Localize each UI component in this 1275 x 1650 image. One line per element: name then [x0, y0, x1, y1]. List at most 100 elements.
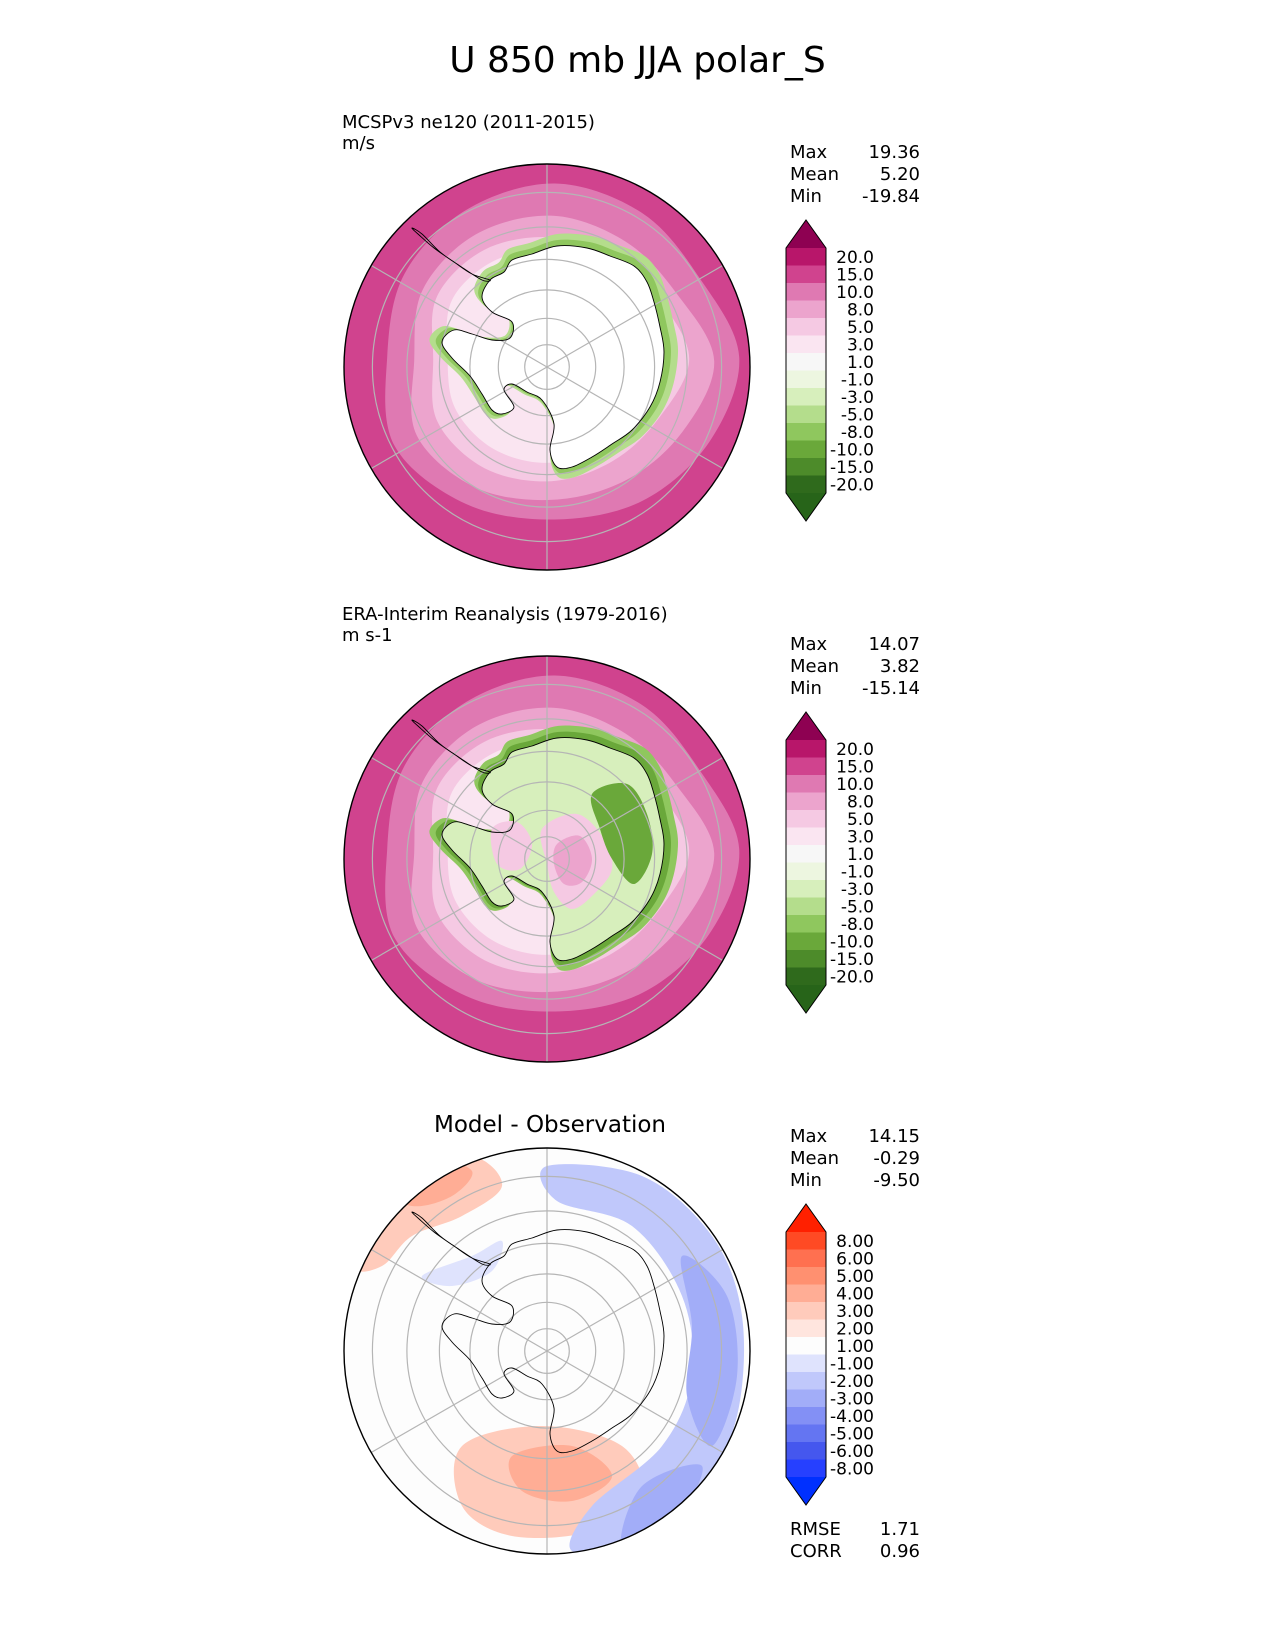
colorbar-bin — [786, 1459, 826, 1478]
panel-model-title: MCSPv3 ne120 (2011-2015) m/s — [342, 112, 595, 154]
colorbar-extend-top — [786, 220, 826, 248]
panel-model-stats: Max 19.36 Mean 5.20 Min -19.84 — [790, 142, 920, 208]
longitude-gridline — [370, 858, 548, 962]
colorbar-bin — [786, 1407, 826, 1425]
panel-model-colorbar: 20.015.010.08.05.03.01.0-1.0-3.0-5.0-8.0… — [785, 219, 874, 522]
colorbar-extend-bottom — [786, 985, 826, 1013]
metric-value: 0.96 — [879, 1541, 920, 1562]
longitude-gridline — [370, 264, 548, 368]
colorbar-bin — [786, 897, 826, 916]
colorbar-bin — [786, 458, 826, 476]
colorbar-tick-label: 5.0 — [847, 810, 874, 830]
stat-label: Max — [790, 634, 828, 655]
stat-value: -19.84 — [861, 186, 920, 207]
colorbar-tick-label: -8.00 — [830, 1459, 874, 1479]
colorbar-bin — [786, 880, 826, 898]
panel-obs-units: m s-1 — [342, 625, 393, 646]
panel-obs-title: ERA-Interim Reanalysis (1979-2016) m s-1 — [342, 604, 668, 646]
colorbar-tick-label: 10.0 — [836, 283, 874, 303]
colorbar-tick-label: 8.0 — [847, 792, 874, 812]
colorbar-bin — [786, 335, 826, 354]
panel-diff-colorbar: 8.006.005.004.003.002.001.00-1.00-2.00-3… — [785, 1203, 874, 1506]
colorbar-tick-label: 15.0 — [836, 757, 874, 777]
metric-value: 1.71 — [879, 1519, 920, 1540]
panel-diff-stats: Max 14.15 Mean -0.29 Min -9.50 — [790, 1126, 920, 1192]
colorbar-tick-label: -20.0 — [830, 475, 874, 495]
colorbar-extend-bottom — [786, 493, 826, 521]
stat-label: Max — [790, 142, 828, 163]
colorbar-bin — [786, 300, 826, 319]
longitude-gridline — [370, 756, 548, 860]
colorbar-bin — [786, 827, 826, 846]
colorbar-bin — [786, 792, 826, 811]
colorbar-bin — [786, 1249, 826, 1268]
colorbar-tick-label: 6.00 — [836, 1249, 874, 1269]
colorbar-tick-label: -20.0 — [830, 967, 874, 987]
panel-model-units: m/s — [342, 133, 375, 154]
panel-obs-stats: Max 14.07 Mean 3.82 Min -15.14 — [790, 634, 920, 700]
map-boundary — [343, 655, 751, 1063]
colorbar-tick-label: 1.0 — [847, 845, 874, 865]
stat-value: 19.36 — [868, 142, 920, 163]
stat-value: -0.29 — [873, 1148, 920, 1169]
colorbar-bin — [786, 915, 826, 933]
colorbar-tick-label: -3.00 — [830, 1389, 874, 1409]
colorbar-tick-label: -5.0 — [841, 897, 874, 917]
colorbar-bin — [786, 1284, 826, 1303]
colorbar-tick-label: 3.0 — [847, 335, 874, 355]
panel-model-name: MCSPv3 ne120 (2011-2015) — [342, 112, 595, 133]
field-band — [553, 835, 593, 886]
colorbar-bin — [786, 370, 826, 389]
field-band — [680, 1255, 738, 1447]
colorbar-bin — [786, 318, 826, 336]
colorbar-bin — [786, 1424, 826, 1443]
colorbar-tick-label: 5.0 — [847, 318, 874, 338]
coastline — [441, 245, 665, 470]
longitude-gridline — [370, 1248, 548, 1352]
metric-label: CORR — [790, 1541, 842, 1562]
colorbar-bin — [786, 388, 826, 406]
figure-title: U 850 mb JJA polar_S — [449, 40, 826, 81]
colorbar-extend-bottom — [786, 1477, 826, 1505]
colorbar-tick-label: -4.00 — [830, 1407, 874, 1427]
longitude-gridline — [546, 858, 724, 962]
longitude-gridline — [370, 366, 548, 470]
panel-obs-map — [343, 655, 751, 1063]
panel-diff-title: Model - Observation — [433, 1112, 667, 1138]
colorbar-bin — [786, 1267, 826, 1285]
colorbar-bin — [786, 1337, 826, 1355]
stat-label: Min — [790, 1170, 822, 1191]
stat-label: Min — [790, 186, 822, 207]
colorbar-bin — [786, 353, 826, 371]
colorbar-outline — [785, 1203, 827, 1506]
colorbar-bin — [786, 810, 826, 828]
panel-diff-map — [343, 1147, 751, 1555]
colorbar-bin — [786, 967, 826, 986]
colorbar-tick-label: 15.0 — [836, 265, 874, 285]
map-boundary — [343, 1147, 751, 1555]
colorbar-tick-label: -1.0 — [841, 862, 874, 882]
colorbar-tick-label: 3.00 — [836, 1302, 874, 1322]
coastline — [441, 737, 665, 962]
longitude-gridline — [546, 1248, 724, 1352]
colorbar-tick-label: -2.00 — [830, 1372, 874, 1392]
colorbar-bin — [786, 862, 826, 881]
colorbar-tick-label: -3.0 — [841, 388, 874, 408]
colorbar-bin — [786, 950, 826, 968]
map-field — [344, 164, 750, 570]
coastline — [411, 719, 491, 774]
colorbar-bin — [786, 1302, 826, 1320]
panel-model-map — [343, 163, 751, 571]
colorbar-bin — [786, 1232, 826, 1250]
colorbar-tick-label: 8.00 — [836, 1232, 874, 1252]
colorbar-bin — [786, 1354, 826, 1373]
colorbar-tick-label: 4.00 — [836, 1284, 874, 1304]
colorbar-tick-label: 8.0 — [847, 300, 874, 320]
longitude-gridline — [546, 756, 724, 860]
colorbar-extend-top — [786, 1204, 826, 1232]
colorbar-tick-label: -1.00 — [830, 1354, 874, 1374]
colorbar-tick-label: 1.0 — [847, 353, 874, 373]
longitude-gridline — [546, 366, 724, 470]
colorbar-bin — [786, 265, 826, 284]
panel-obs-colorbar: 20.015.010.08.05.03.01.0-1.0-3.0-5.0-8.0… — [785, 711, 874, 1014]
